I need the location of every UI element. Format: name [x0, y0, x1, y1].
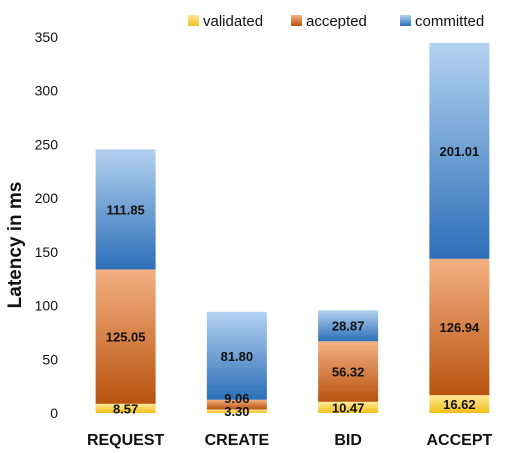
bar-validated-request — [95, 403, 156, 413]
bar-stack-create — [206, 311, 267, 413]
bar-committed-request — [95, 149, 156, 270]
legend-label-validated: validated — [203, 13, 263, 30]
bar-committed-create — [206, 311, 267, 400]
bar-validated-bid — [318, 401, 379, 413]
data-label-accepted-request: 125.05 — [106, 330, 146, 345]
x-tick-label: BID — [334, 432, 362, 449]
y-tick-label: 50 — [42, 351, 58, 367]
y-tick-label: 150 — [35, 244, 59, 260]
bar-accepted-create — [206, 399, 267, 410]
legend-swatch-accepted — [291, 15, 302, 26]
legend: validated accepted committed — [188, 13, 484, 30]
data-label-committed-bid: 28.87 — [332, 319, 365, 334]
bar-validated-create — [206, 409, 267, 413]
data-label-accepted-bid: 56.32 — [332, 365, 365, 380]
x-axis: REQUEST CREATE BID ACCEPT — [87, 432, 493, 449]
x-tick-label: ACCEPT — [426, 432, 492, 449]
data-label-validated-bid: 10.47 — [332, 400, 365, 415]
bar-accepted-request — [95, 269, 156, 404]
y-tick-label: 350 — [35, 29, 59, 45]
legend-swatch-validated — [188, 15, 199, 26]
data-label-committed-create: 81.80 — [221, 349, 254, 364]
bar-accepted-bid — [318, 341, 379, 402]
bar-committed-accept — [429, 42, 490, 259]
data-label-validated-request: 8.57 — [113, 401, 138, 416]
data-label-validated-accept: 16.62 — [443, 397, 476, 412]
data-label-accepted-accept: 126.94 — [439, 320, 480, 335]
bar-stack-accept — [429, 42, 490, 413]
x-tick-label: REQUEST — [87, 432, 165, 449]
bar-validated-accept — [429, 395, 490, 413]
y-tick-label: 0 — [50, 405, 58, 421]
y-axis: 0 50 100 150 200 250 300 350 — [35, 29, 59, 421]
y-tick-label: 200 — [35, 190, 59, 206]
y-tick-label: 250 — [35, 136, 59, 152]
legend-label-accepted: accepted — [306, 13, 367, 30]
data-label-validated-create: 3.30 — [224, 404, 249, 419]
data-label-committed-accept: 201.01 — [439, 144, 479, 159]
x-tick-label: CREATE — [205, 432, 270, 449]
y-tick-label: 100 — [35, 298, 59, 314]
y-tick-label: 300 — [35, 83, 59, 99]
bars: 8.57 125.05 111.85 3.309.06 81.80 10.47 56.32 2… — [95, 42, 490, 419]
data-label-accepted-create: 9.06 — [224, 391, 249, 406]
legend-label-committed: committed — [415, 13, 484, 30]
bar-accepted-accept — [429, 258, 490, 396]
bar-committed-bid — [318, 310, 379, 342]
data-label-committed-request: 111.85 — [106, 202, 144, 217]
y-axis-label: Latency in ms — [5, 182, 26, 309]
bar-stack-bid — [318, 310, 379, 413]
legend-swatch-committed — [400, 15, 411, 26]
bar-stack-request — [95, 149, 156, 413]
